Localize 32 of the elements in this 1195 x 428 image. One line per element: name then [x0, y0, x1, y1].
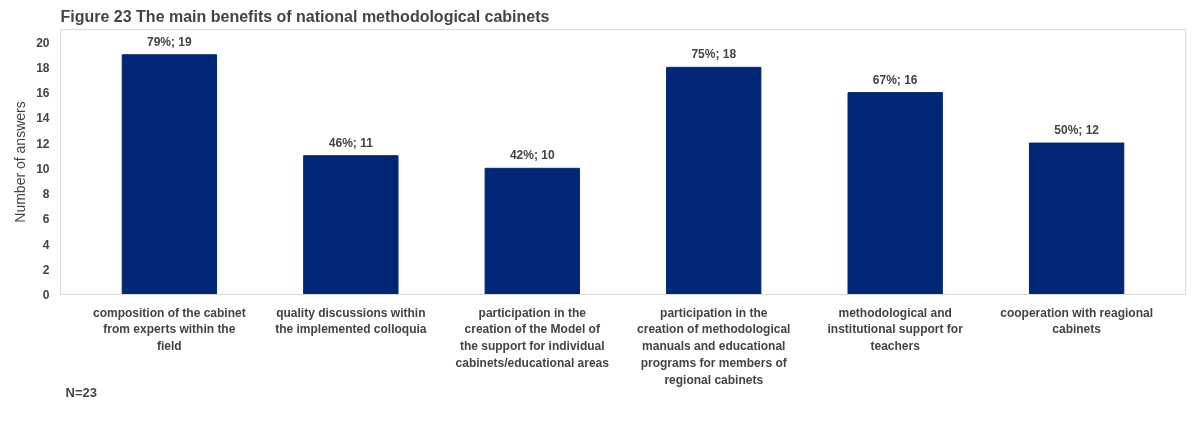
bar: [847, 92, 943, 295]
y-tick-label: 20: [36, 35, 50, 50]
bar: [121, 54, 218, 295]
y-tick-label: 12: [36, 136, 50, 151]
data-label: 67%; 16: [872, 72, 918, 87]
bar: [666, 66, 762, 295]
text: N=23: [65, 384, 97, 400]
x-tick-label: cooperation with reagional cabinets: [1000, 305, 1153, 337]
y-tick-label: 4: [42, 237, 50, 252]
bar: [484, 167, 580, 295]
y-tick-label: 0: [42, 288, 50, 302]
data-label: 75%; 18: [691, 47, 737, 62]
x-tick-label: composition of the cabinet from experts within the field: [93, 305, 246, 354]
bar: [1028, 142, 1125, 295]
data-label: 42%; 10: [509, 148, 555, 163]
y-tick-label: 6: [42, 212, 50, 227]
x-tick-label: methodological and institutional support for teachers: [827, 305, 964, 354]
x-tick-label: participation in the creation of the Model of the support for individual cabinets/educational areas: [455, 305, 610, 370]
y-tick-label: 2: [42, 262, 50, 277]
y-tick-label: 10: [36, 161, 50, 176]
chart-title: Figure 23 The main benefits of national methodological cabinets: [60, 7, 550, 25]
x-tick-label: participation in the creation of methodological manuals and educational programs for members of regional cabinets: [637, 305, 791, 387]
y-axis-title: Number of answers: [12, 101, 29, 223]
y-tick-label: 16: [36, 86, 50, 101]
data-label: 79%; 19: [147, 34, 193, 49]
y-tick-label: 18: [36, 60, 50, 75]
y-tick-label: 8: [42, 187, 50, 202]
bar: [303, 155, 399, 295]
data-label: 50%; 12: [1054, 123, 1100, 138]
y-tick-label: 14: [36, 111, 50, 126]
x-tick-label: quality discussions within the implemented colloquia: [275, 305, 427, 337]
data-label: 46%; 11: [328, 135, 374, 150]
